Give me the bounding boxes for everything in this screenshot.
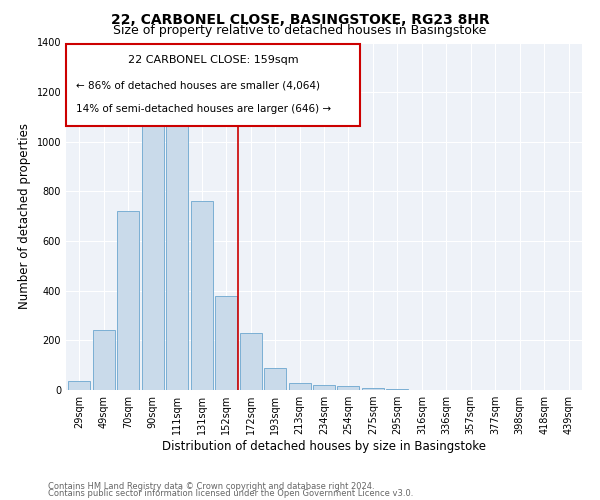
Bar: [142, 117, 164, 390]
Text: Contains public sector information licensed under the Open Government Licence v3: Contains public sector information licen…: [48, 488, 413, 498]
Bar: [386, 389, 409, 390]
Bar: [362, 388, 384, 390]
Text: 22, CARBONEL CLOSE, BASINGSTOKE, RG23 8HR: 22, CARBONEL CLOSE, BASINGSTOKE, RG23 8H…: [110, 12, 490, 26]
Text: 14% of semi-detached houses are larger (646) →: 14% of semi-detached houses are larger (…: [76, 104, 331, 114]
Bar: [337, 386, 359, 390]
Bar: [313, 385, 335, 390]
Text: Contains HM Land Registry data © Crown copyright and database right 2024.: Contains HM Land Registry data © Crown c…: [48, 482, 374, 491]
X-axis label: Distribution of detached houses by size in Basingstoke: Distribution of detached houses by size …: [162, 440, 486, 453]
Bar: [215, 296, 237, 390]
Bar: [166, 112, 188, 390]
Text: Size of property relative to detached houses in Basingstoke: Size of property relative to detached ho…: [113, 24, 487, 37]
Y-axis label: Number of detached properties: Number of detached properties: [18, 123, 31, 309]
Bar: [93, 330, 115, 390]
Bar: [289, 382, 311, 390]
Bar: [264, 368, 286, 390]
Bar: [118, 212, 139, 390]
Bar: [239, 333, 262, 390]
FancyBboxPatch shape: [66, 44, 360, 126]
Bar: [191, 202, 213, 390]
Bar: [68, 382, 91, 390]
Text: 22 CARBONEL CLOSE: 159sqm: 22 CARBONEL CLOSE: 159sqm: [128, 55, 298, 65]
Text: ← 86% of detached houses are smaller (4,064): ← 86% of detached houses are smaller (4,…: [76, 80, 320, 90]
